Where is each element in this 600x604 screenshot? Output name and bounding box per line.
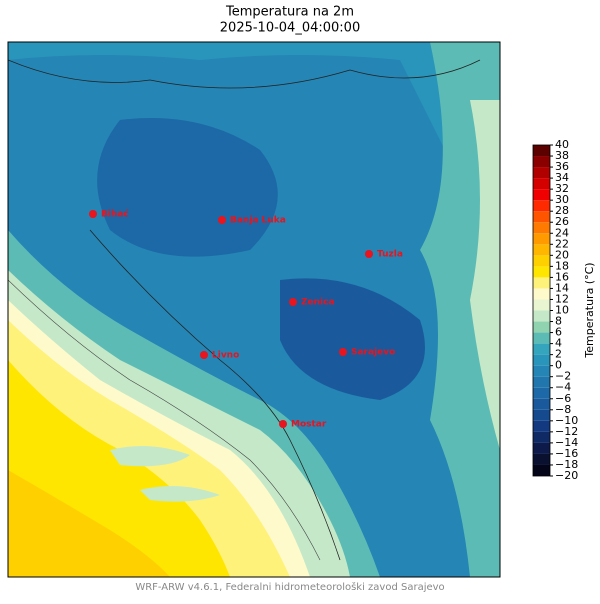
colorbar-band bbox=[533, 167, 550, 179]
city-label: Tuzla bbox=[377, 250, 403, 260]
colorbar-band bbox=[533, 266, 550, 278]
colorbar-band bbox=[533, 398, 550, 410]
colorbar-band bbox=[533, 464, 550, 476]
colorbar-band bbox=[533, 145, 550, 157]
colorbar-label: Temperatura (°C) bbox=[583, 262, 596, 358]
city-marker bbox=[200, 351, 208, 359]
colorbar-tick-label: 32 bbox=[555, 182, 569, 195]
colorbar-band bbox=[533, 354, 550, 366]
colorbar-band bbox=[533, 277, 550, 289]
colorbar-band bbox=[533, 244, 550, 256]
city-marker bbox=[289, 298, 297, 306]
colorbar-tick-label: 28 bbox=[555, 204, 569, 217]
colorbar-band bbox=[533, 453, 550, 465]
colorbar-tick-label: −12 bbox=[555, 425, 578, 438]
colorbar-tick-label: 26 bbox=[555, 215, 569, 228]
colorbar-tick-label: 6 bbox=[555, 326, 562, 339]
colorbar-band bbox=[533, 365, 550, 377]
footer: WRF-ARW v4.6.1, Federalni hidrometeorolo… bbox=[135, 581, 444, 593]
colorbar-tick-label: 36 bbox=[555, 160, 569, 173]
colorbar-tick-label: −16 bbox=[555, 447, 578, 460]
colorbar-band bbox=[533, 211, 550, 223]
colorbar-band bbox=[533, 178, 550, 190]
colorbar-tick-label: −10 bbox=[555, 414, 578, 427]
colorbar-band bbox=[533, 321, 550, 333]
colorbar-tick-label: −8 bbox=[555, 403, 571, 416]
colorbar-tick-label: −2 bbox=[555, 370, 571, 383]
colorbar-band bbox=[533, 343, 550, 355]
city-label: Sarajevo bbox=[351, 348, 395, 358]
city-marker bbox=[89, 210, 97, 218]
colorbar-band bbox=[533, 288, 550, 300]
colorbar-tick-label: 18 bbox=[555, 259, 569, 272]
colorbar-tick-label: 10 bbox=[555, 304, 569, 317]
city-label: Banja Luka bbox=[230, 216, 286, 226]
city-marker bbox=[279, 420, 287, 428]
colorbar-tick-label: 22 bbox=[555, 237, 569, 250]
colorbar-tick-label: 14 bbox=[555, 281, 569, 294]
colorbar-band bbox=[533, 233, 550, 245]
city-label: Bihać bbox=[101, 209, 129, 220]
city-label: Livno bbox=[212, 351, 239, 361]
colorbar-tick-label: −14 bbox=[555, 436, 578, 449]
colorbar-band bbox=[533, 332, 550, 344]
city-label: Mostar bbox=[291, 420, 327, 430]
colorbar-band bbox=[533, 222, 550, 234]
colorbar-band bbox=[533, 376, 550, 388]
colorbar-tick-label: 2 bbox=[555, 348, 562, 361]
colorbar-tick-label: 38 bbox=[555, 149, 569, 162]
colorbar-tick-label: 12 bbox=[555, 292, 569, 305]
colorbar-tick-label: −18 bbox=[555, 458, 578, 471]
colorbar-band bbox=[533, 409, 550, 421]
colorbar-frame bbox=[532, 144, 551, 477]
city-label: Zenica bbox=[301, 298, 335, 308]
colorbar-tick-label: −6 bbox=[555, 392, 571, 405]
subtitle: 2025-10-04_04:00:00 bbox=[220, 21, 360, 36]
colorbar-band bbox=[533, 156, 550, 168]
colorbar-band bbox=[533, 387, 550, 399]
colorbar-tick-label: 30 bbox=[555, 193, 569, 206]
colorbar-tick-label: −4 bbox=[555, 381, 571, 394]
colorbar-band bbox=[533, 420, 550, 432]
title: Temperatura na 2m bbox=[225, 5, 354, 20]
colorbar-band bbox=[533, 299, 550, 311]
colorbar-band bbox=[533, 431, 550, 443]
colorbar-tick-label: 34 bbox=[555, 171, 569, 184]
city-marker bbox=[365, 250, 373, 258]
colorbar-tick-label: 0 bbox=[555, 359, 562, 372]
map bbox=[7, 41, 501, 578]
colorbar-tick-label: 16 bbox=[555, 270, 569, 283]
colorbar-band bbox=[533, 442, 550, 454]
colorbar-tick-label: 20 bbox=[555, 248, 569, 261]
colorbar-tick-label: −20 bbox=[555, 469, 578, 482]
colorbar-band bbox=[533, 189, 550, 201]
colorbar-tick-label: 4 bbox=[555, 337, 562, 350]
colorbar-tick-label: 24 bbox=[555, 226, 569, 239]
colorbar-band bbox=[533, 255, 550, 267]
city-marker bbox=[218, 216, 226, 224]
city-marker bbox=[339, 348, 347, 356]
colorbar-band bbox=[533, 200, 550, 212]
colorbar-tick-label: 40 bbox=[555, 138, 569, 151]
colorbar-band bbox=[533, 310, 550, 322]
colorbar-tick-label: 8 bbox=[555, 315, 562, 328]
